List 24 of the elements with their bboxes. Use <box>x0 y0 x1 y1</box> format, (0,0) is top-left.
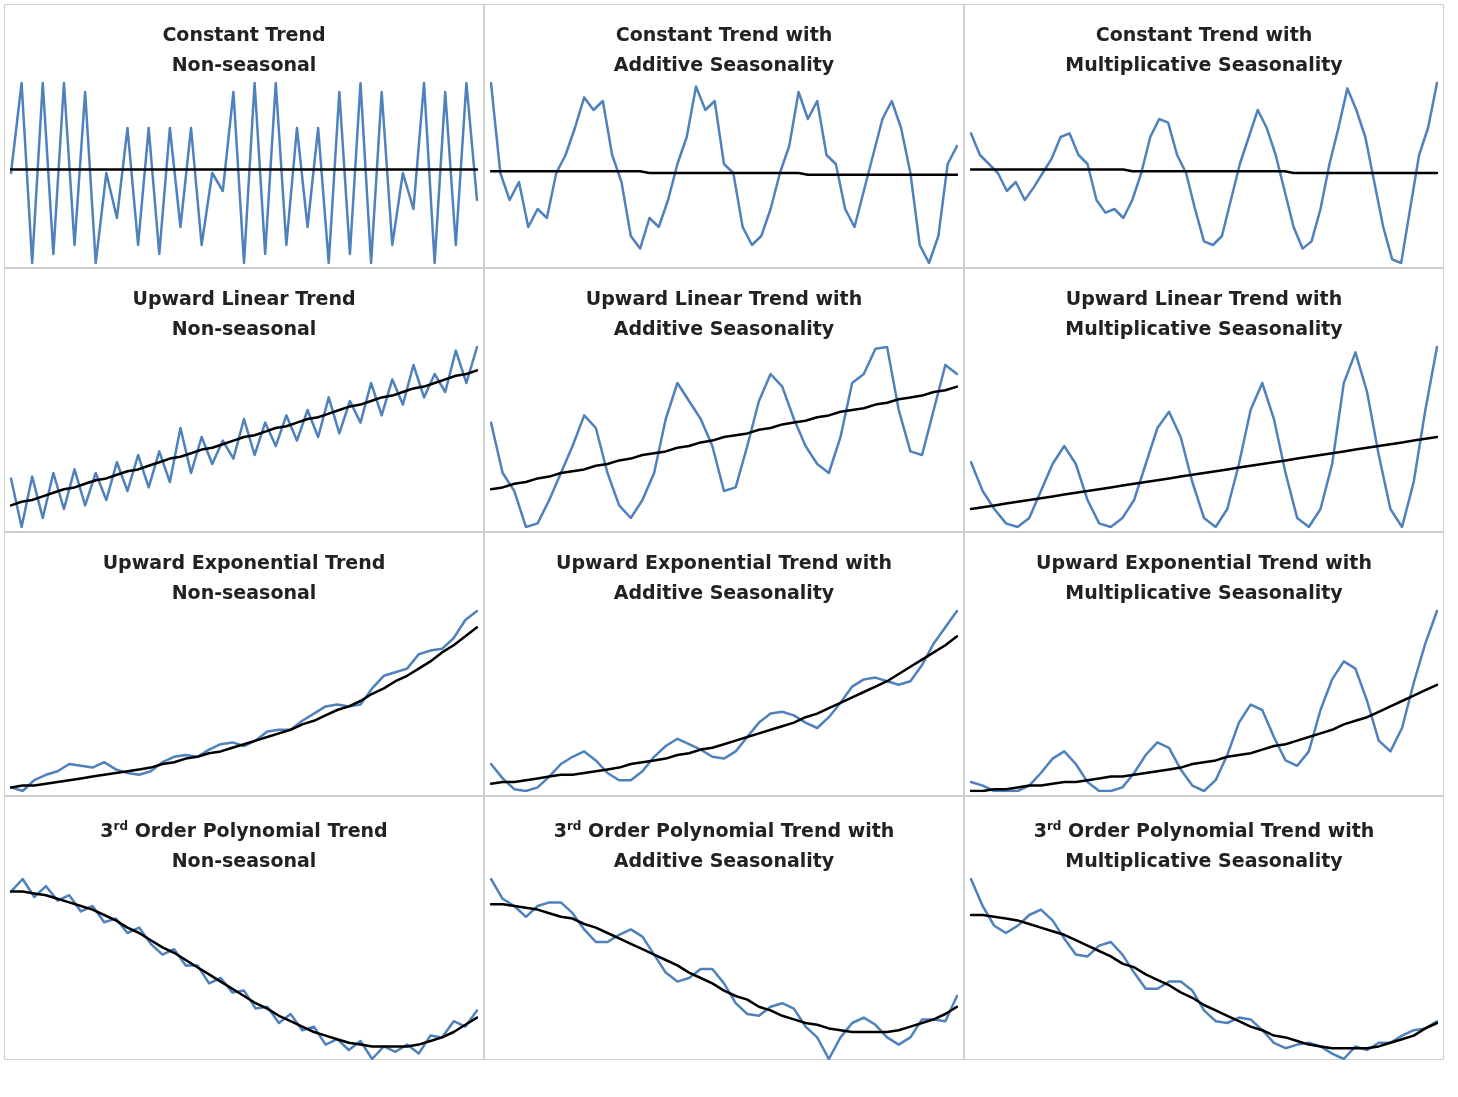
chart-subtitle: Non-seasonal <box>170 316 318 341</box>
chart-subtitle: Non-seasonal <box>170 52 318 77</box>
chart-subtitle: Multiplicative Seasonality <box>1064 316 1344 341</box>
chart-title: 3$^{rd}$ Order Polynomial Trend with <box>1032 818 1376 844</box>
chart-subtitle: Additive Seasonality <box>612 580 836 605</box>
chart-subtitle: Additive Seasonality <box>612 316 836 341</box>
chart-title: Constant Trend with <box>614 22 834 47</box>
chart-title: Upward Exponential Trend with <box>1035 550 1373 575</box>
chart-title: Constant Trend <box>161 22 327 47</box>
chart-title: Upward Linear Trend with <box>1064 286 1344 311</box>
chart-title: 3$^{rd}$ Order Polynomial Trend <box>99 818 389 844</box>
chart-title: Upward Exponential Trend <box>101 550 387 575</box>
chart-subtitle: Multiplicative Seasonality <box>1064 848 1344 874</box>
chart-title: Upward Linear Trend with <box>584 286 864 311</box>
chart-subtitle: Non-seasonal <box>170 580 318 605</box>
chart-subtitle: Multiplicative Seasonality <box>1064 580 1344 605</box>
chart-subtitle: Multiplicative Seasonality <box>1064 52 1344 77</box>
chart-title: 3$^{rd}$ Order Polynomial Trend with <box>552 818 896 844</box>
chart-title: Upward Linear Trend <box>131 286 357 311</box>
chart-subtitle: Additive Seasonality <box>612 848 836 874</box>
chart-title: Upward Exponential Trend with <box>555 550 893 575</box>
chart-subtitle: Additive Seasonality <box>612 52 836 77</box>
chart-subtitle: Non-seasonal <box>170 848 318 874</box>
chart-title: Constant Trend with <box>1094 22 1314 47</box>
